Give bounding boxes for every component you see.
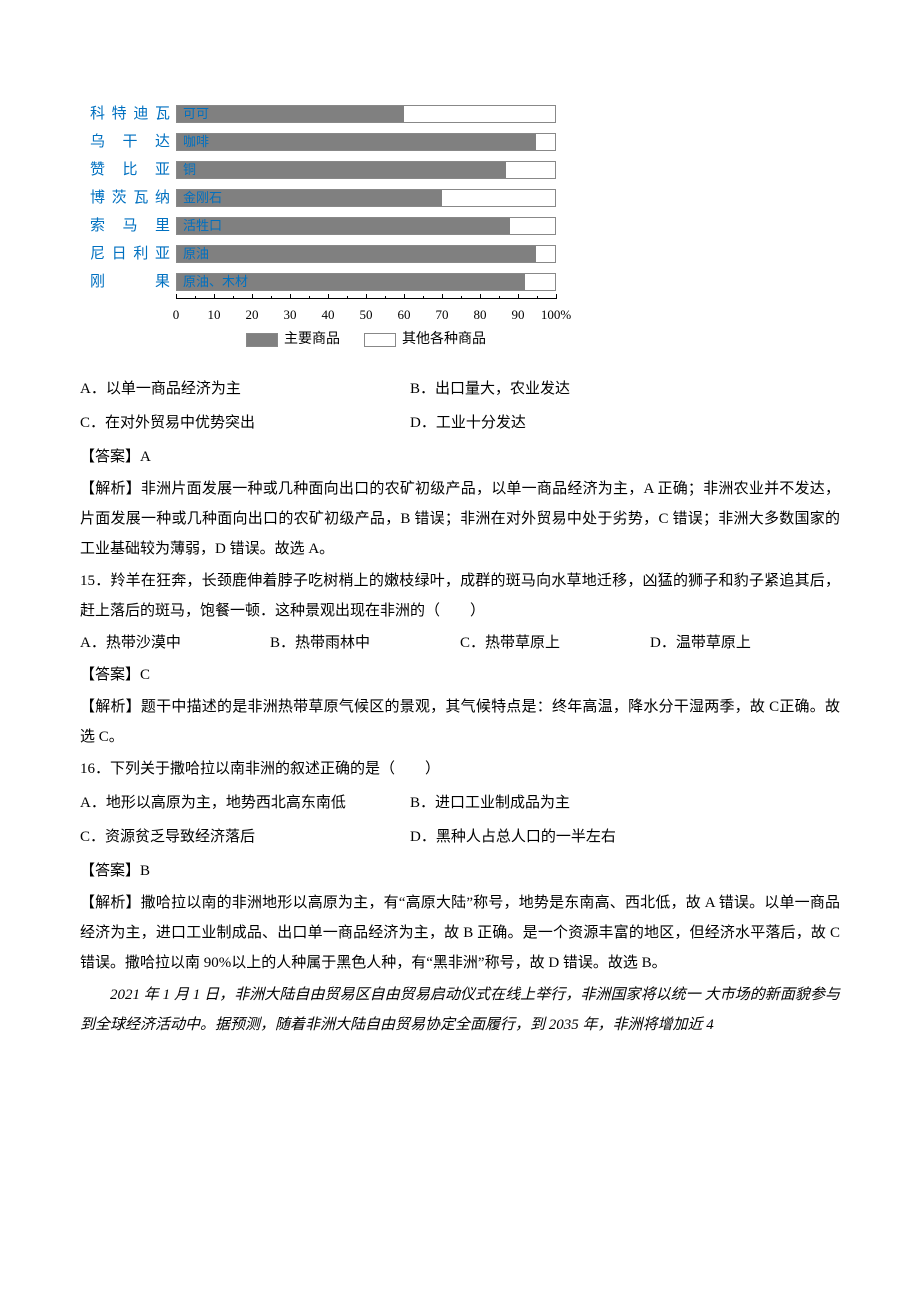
chart-bar-outer: 可可 bbox=[176, 105, 556, 123]
chart-row: 索 马 里活牲口 bbox=[90, 212, 840, 240]
q14-options-row2: C．在对外贸易中优势突出 D．工业十分发达 bbox=[80, 408, 840, 438]
q15-answer: 【答案】C bbox=[80, 660, 840, 690]
chart-bar-outer: 金刚石 bbox=[176, 189, 556, 207]
legend-label-main: 主要商品 bbox=[284, 326, 340, 354]
chart-bar-outer: 铜 bbox=[176, 161, 556, 179]
chart-bar-outer: 活牲口 bbox=[176, 217, 556, 235]
q16-answer: 【答案】B bbox=[80, 856, 840, 886]
q14-options-row1: A．以单一商品经济为主 B．出口量大，农业发达 bbox=[80, 374, 840, 404]
q15-option-d: D．温带草原上 bbox=[650, 628, 840, 658]
q16-option-a: A．地形以高原为主，地势西北高东南低 bbox=[80, 788, 410, 818]
q14-analysis: 【解析】非洲片面发展一种或几种面向出口的农矿初级产品，以单一商品经济为主，A 正… bbox=[80, 474, 840, 564]
q16-options-row2: C．资源贫乏导致经济落后 D．黑种人占总人口的一半左右 bbox=[80, 822, 840, 852]
chart-row: 刚 果原油、木材 bbox=[90, 268, 840, 296]
legend-label-other: 其他各种商品 bbox=[402, 326, 486, 354]
q16-analysis: 【解析】撒哈拉以南的非洲地形以高原为主，有“高原大陆”称号，地势是东南高、西北低… bbox=[80, 888, 840, 978]
chart-bar-outer: 原油 bbox=[176, 245, 556, 263]
chart-legend: 主要商品 其他各种商品 bbox=[176, 326, 556, 354]
chart-country-label: 博茨瓦纳 bbox=[90, 183, 176, 213]
q15-options: A．热带沙漠中 B．热带雨林中 C．热带草原上 D．温带草原上 bbox=[80, 628, 840, 658]
chart-bar-inner: 金刚石 bbox=[177, 190, 442, 206]
chart-bar-inner: 咖啡 bbox=[177, 134, 536, 150]
chart-tick-label: 0 bbox=[173, 302, 180, 328]
chart-tick-label: 90 bbox=[512, 302, 525, 328]
chart-bar-outer: 原油、木材 bbox=[176, 273, 556, 291]
chart-tick-label: 80 bbox=[474, 302, 487, 328]
chart-tick-label: 10 bbox=[208, 302, 221, 328]
chart-bar-inner: 铜 bbox=[177, 162, 506, 178]
passage-text: 2021 年 1 月 1 日，非洲大陆自由贸易区自由贸易启动仪式在线上举行，非洲… bbox=[80, 980, 840, 1040]
q16-stem: 16．下列关于撒哈拉以南非洲的叙述正确的是（ ） bbox=[80, 754, 840, 784]
q14-option-d: D．工业十分发达 bbox=[410, 408, 526, 438]
q14-option-a: A．以单一商品经济为主 bbox=[80, 374, 410, 404]
q15-stem: 15．羚羊在狂奔，长颈鹿伸着脖子吃树梢上的嫩枝绿叶，成群的斑马向水草地迁移，凶猛… bbox=[80, 566, 840, 626]
chart-bar-inner: 可可 bbox=[177, 106, 404, 122]
chart-bar-inner: 原油、木材 bbox=[177, 274, 525, 290]
chart-tick-label: 70 bbox=[436, 302, 449, 328]
chart-tick-label: 30 bbox=[284, 302, 297, 328]
q16-options-row1: A．地形以高原为主，地势西北高东南低 B．进口工业制成品为主 bbox=[80, 788, 840, 818]
q15-option-c: C．热带草原上 bbox=[460, 628, 650, 658]
chart-country-label: 尼日利亚 bbox=[90, 239, 176, 269]
legend-swatch-other bbox=[364, 333, 396, 347]
chart-tick-label: 50 bbox=[360, 302, 373, 328]
q15-option-a: A．热带沙漠中 bbox=[80, 628, 270, 658]
q16-option-c: C．资源贫乏导致经济落后 bbox=[80, 822, 410, 852]
q14-option-c: C．在对外贸易中优势突出 bbox=[80, 408, 410, 438]
chart-row: 赞 比 亚铜 bbox=[90, 156, 840, 184]
chart-row: 乌 干 达咖啡 bbox=[90, 128, 840, 156]
q14-answer: 【答案】A bbox=[80, 442, 840, 472]
chart-bar-inner: 原油 bbox=[177, 246, 536, 262]
chart-bar-outer: 咖啡 bbox=[176, 133, 556, 151]
q16-option-d: D．黑种人占总人口的一半左右 bbox=[410, 822, 616, 852]
chart-row: 科特迪瓦可可 bbox=[90, 100, 840, 128]
chart-bar-inner: 活牲口 bbox=[177, 218, 510, 234]
chart-tick-label: 100% bbox=[541, 302, 571, 328]
export-commodity-chart: 科特迪瓦可可乌 干 达咖啡赞 比 亚铜博茨瓦纳金刚石索 马 里活牲口尼日利亚原油… bbox=[90, 100, 840, 354]
chart-x-axis: 0102030405060708090100% bbox=[176, 298, 556, 318]
q15-analysis: 【解析】题干中描述的是非洲热带草原气候区的景观，其气候特点是：终年高温，降水分干… bbox=[80, 692, 840, 752]
chart-tick-label: 40 bbox=[322, 302, 335, 328]
q14-option-b: B．出口量大，农业发达 bbox=[410, 374, 570, 404]
q16-option-b: B．进口工业制成品为主 bbox=[410, 788, 570, 818]
chart-row: 博茨瓦纳金刚石 bbox=[90, 184, 840, 212]
chart-row: 尼日利亚原油 bbox=[90, 240, 840, 268]
chart-country-label: 索 马 里 bbox=[90, 211, 176, 241]
chart-country-label: 科特迪瓦 bbox=[90, 99, 176, 129]
chart-country-label: 赞 比 亚 bbox=[90, 155, 176, 185]
legend-swatch-main bbox=[246, 333, 278, 347]
chart-country-label: 乌 干 达 bbox=[90, 127, 176, 157]
q15-option-b: B．热带雨林中 bbox=[270, 628, 460, 658]
chart-country-label: 刚 果 bbox=[90, 267, 176, 297]
chart-tick-label: 20 bbox=[246, 302, 259, 328]
chart-tick-label: 60 bbox=[398, 302, 411, 328]
